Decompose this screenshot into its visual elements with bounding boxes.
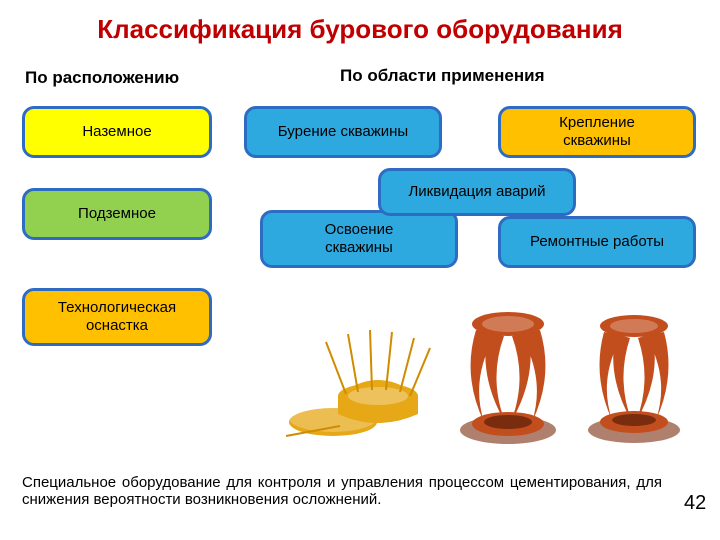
box-develop: Освоение скважины [260, 210, 458, 268]
page-title: Классификация бурового оборудования [0, 14, 720, 45]
illus-centralizer-red-1 [448, 296, 568, 446]
box-tooling: Технологическая оснастка [22, 288, 212, 346]
box-accident: Ликвидация аварий [378, 168, 576, 216]
subtitle-application: По области применения [340, 66, 545, 86]
page-number: 42 [684, 492, 706, 515]
illus-centralizer-red-2 [576, 300, 696, 446]
illus-centralizer-yellow [268, 304, 438, 444]
footer-description: Специальное оборудование для контроля и … [22, 474, 662, 508]
subtitle-location: По расположению [25, 68, 179, 88]
box-underground: Подземное [22, 188, 212, 240]
box-repair: Ремонтные работы [498, 216, 696, 268]
box-ground: Наземное [22, 106, 212, 158]
box-drilling: Бурение скважины [244, 106, 442, 158]
box-casing: Крепление скважины [498, 106, 696, 158]
